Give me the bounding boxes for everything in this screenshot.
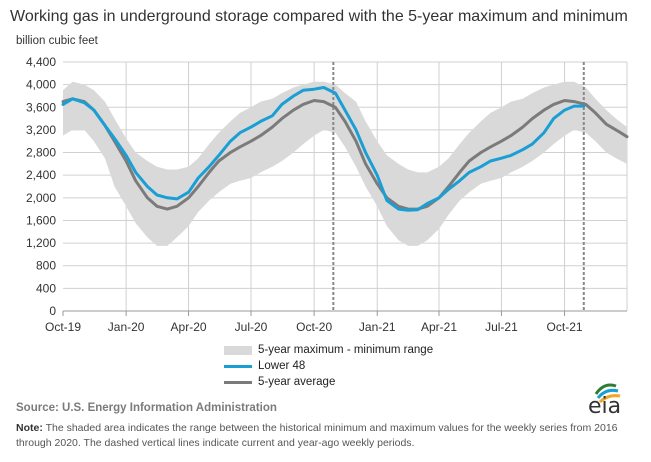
x-tick-label: Jul-21 [485, 320, 518, 334]
x-tick-label: Oct-20 [296, 320, 332, 334]
x-tick-label: Apr-20 [171, 320, 207, 334]
note-text: Note: The shaded area indicates the rang… [16, 421, 646, 451]
source-line: Source: U.S. Energy Information Administ… [16, 402, 277, 414]
series-range-band [63, 81, 627, 246]
y-axis-units: billion cubic feet [16, 35, 98, 47]
legend-item-lower48: Lower 48 [224, 358, 433, 374]
legend-swatch-lower48 [224, 364, 252, 368]
legend: 5-year maximum - minimum range Lower 48 … [224, 342, 433, 390]
y-tick-label: 4,400 [26, 55, 56, 69]
legend-item-range: 5-year maximum - minimum range [224, 342, 433, 358]
y-tick-label: 2,400 [26, 168, 56, 182]
x-tick-label: Jan-21 [359, 320, 396, 334]
legend-label-lower48: Lower 48 [258, 360, 306, 372]
legend-swatch-range [224, 345, 252, 355]
y-tick-label: 3,200 [26, 123, 56, 137]
legend-label-average: 5-year average [258, 376, 336, 388]
note-body: The shaded area indicates the range betw… [16, 422, 618, 449]
legend-swatch-average [224, 380, 252, 384]
eia-logo-icon [594, 383, 621, 404]
note-label: Note: [16, 422, 43, 434]
chart-title: Working gas in underground storage compa… [10, 8, 628, 25]
x-tick-labels: Oct-19 Jan-20 Apr-20 Jul-20 Oct-20 Jan-21 Apr-… [45, 320, 583, 334]
y-tick-labels: 0 400 800 1,200 1,600 2,000 2,400 2,800 3,200 3,6… [26, 55, 56, 318]
y-tick-label: 4,000 [26, 78, 56, 92]
y-tick-label: 1,600 [26, 213, 56, 227]
legend-label-range: 5-year maximum - minimum range [258, 344, 434, 356]
series-line-lower48 [61, 86, 586, 212]
axes [62, 310, 627, 316]
x-tick-label: Jul-20 [235, 320, 268, 334]
legend-item-average: 5-year average [224, 374, 433, 390]
x-tick-label: Jan-20 [108, 320, 145, 334]
y-tick-label: 0 [49, 304, 56, 318]
y-tick-label: 2,000 [26, 191, 56, 205]
y-tick-label: 400 [36, 281, 56, 295]
x-tick-label: Oct-21 [547, 320, 583, 334]
y-tick-label: 3,600 [26, 100, 56, 114]
eia-logo-text: eia [588, 394, 622, 419]
y-tick-label: 2,800 [26, 146, 56, 160]
series-line-average [61, 97, 629, 211]
series-group [61, 62, 629, 311]
x-tick-label: Apr-21 [421, 320, 457, 334]
x-tick-label: Oct-19 [45, 320, 81, 334]
y-tick-label: 800 [36, 259, 56, 273]
y-tick-label: 1,200 [26, 236, 56, 250]
